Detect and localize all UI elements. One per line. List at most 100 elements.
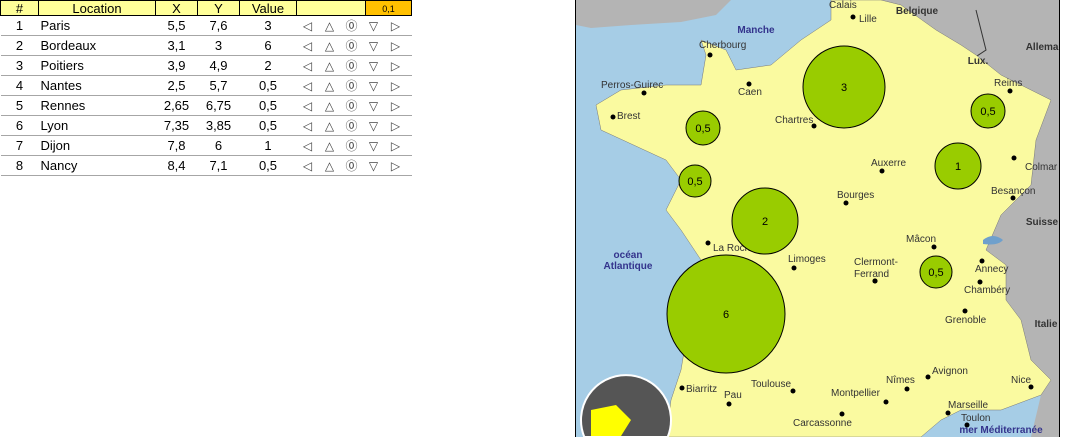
x-cell[interactable]: 7,35 [155,115,198,136]
move-left-icon[interactable]: ◁ [302,99,313,113]
move-down-icon[interactable]: ▽ [368,79,379,93]
bubble-nancy[interactable] [970,93,1006,129]
x-cell[interactable]: 2,65 [155,95,198,116]
x-cell[interactable]: 8,4 [155,155,198,176]
value-cell[interactable]: 0,5 [239,95,297,116]
move-down-icon[interactable]: ▽ [368,159,379,173]
city-label: Nîmes [886,375,915,386]
value-cell[interactable]: 0,5 [239,75,297,96]
reset-icon[interactable]: ⓪ [345,159,358,173]
location-cell[interactable]: Bordeaux [38,35,156,56]
location-cell[interactable]: Poitiers [38,55,156,76]
row-number[interactable]: 8 [0,155,39,176]
y-cell[interactable]: 7,6 [197,15,240,36]
row-number[interactable]: 2 [0,35,39,56]
bubble-poitiers[interactable] [731,187,799,255]
move-up-icon[interactable]: △ [324,159,335,173]
move-up-icon[interactable]: △ [324,139,335,153]
row-number[interactable]: 5 [0,95,39,116]
bubble-lyon[interactable] [919,255,953,289]
move-up-icon[interactable]: △ [324,39,335,53]
reset-icon[interactable]: ⓪ [345,139,358,153]
move-right-icon[interactable]: ▷ [390,99,401,113]
move-down-icon[interactable]: ▽ [368,119,379,133]
value-cell[interactable]: 6 [239,35,297,56]
x-cell[interactable]: 3,1 [155,35,198,56]
bubble-bordeaux[interactable] [666,254,786,374]
y-cell[interactable]: 3 [197,35,240,56]
move-left-icon[interactable]: ◁ [302,39,313,53]
value-cell[interactable]: 2 [239,55,297,76]
city-label: Bourges [837,190,874,201]
move-up-icon[interactable]: △ [324,19,335,33]
location-cell[interactable]: Rennes [38,95,156,116]
step-cell[interactable]: 0,1 [365,0,412,16]
move-right-icon[interactable]: ▷ [390,119,401,133]
move-left-icon[interactable]: ◁ [302,19,313,33]
location-cell[interactable]: Lyon [38,115,156,136]
y-cell[interactable]: 6 [197,135,240,156]
location-cell[interactable]: Paris [38,15,156,36]
location-cell[interactable]: Nantes [38,75,156,96]
reset-icon[interactable]: ⓪ [345,79,358,93]
city-dot [850,14,856,20]
row-number[interactable]: 7 [0,135,39,156]
move-right-icon[interactable]: ▷ [390,19,401,33]
move-right-icon[interactable]: ▷ [390,79,401,93]
bubble-dijon[interactable] [934,142,982,190]
move-left-icon[interactable]: ◁ [302,59,313,73]
value-cell[interactable]: 0,5 [239,155,297,176]
move-right-icon[interactable]: ▷ [390,159,401,173]
row-number[interactable]: 3 [0,55,39,76]
y-cell[interactable]: 6,75 [197,95,240,116]
city-dot [977,279,983,285]
location-cell[interactable]: Nancy [38,155,156,176]
reset-icon[interactable]: ⓪ [345,39,358,53]
move-up-icon[interactable]: △ [324,119,335,133]
bubble-paris[interactable] [802,45,886,129]
reset-icon[interactable]: ⓪ [345,119,358,133]
row-number[interactable]: 1 [0,15,39,36]
move-right-icon[interactable]: ▷ [390,139,401,153]
reset-icon[interactable]: ⓪ [345,59,358,73]
arrow-controls: ◁ △ ⓪ ▽ ▷ [296,95,412,116]
header-location[interactable]: Location [38,0,156,16]
value-cell[interactable]: 1 [239,135,297,156]
reset-icon[interactable]: ⓪ [345,99,358,113]
move-up-icon[interactable]: △ [324,59,335,73]
move-down-icon[interactable]: ▽ [368,39,379,53]
y-cell[interactable]: 4,9 [197,55,240,76]
move-left-icon[interactable]: ◁ [302,139,313,153]
move-left-icon[interactable]: ◁ [302,119,313,133]
move-down-icon[interactable]: ▽ [368,19,379,33]
move-right-icon[interactable]: ▷ [390,39,401,53]
move-left-icon[interactable]: ◁ [302,79,313,93]
reset-icon[interactable]: ⓪ [345,19,358,33]
move-left-icon[interactable]: ◁ [302,159,313,173]
location-cell[interactable]: Dijon [38,135,156,156]
header-number[interactable]: # [0,0,39,16]
x-cell[interactable]: 2,5 [155,75,198,96]
bubble-rennes[interactable] [685,110,721,146]
x-cell[interactable]: 5,5 [155,15,198,36]
value-cell[interactable]: 3 [239,15,297,36]
bubble-nantes[interactable] [678,164,712,198]
move-down-icon[interactable]: ▽ [368,59,379,73]
y-cell[interactable]: 5,7 [197,75,240,96]
move-down-icon[interactable]: ▽ [368,139,379,153]
row-number[interactable]: 6 [0,115,39,136]
move-up-icon[interactable]: △ [324,99,335,113]
y-cell[interactable]: 7,1 [197,155,240,176]
header-blank[interactable] [296,0,366,16]
row-number[interactable]: 4 [0,75,39,96]
value-cell[interactable]: 0,5 [239,115,297,136]
move-down-icon[interactable]: ▽ [368,99,379,113]
header-x[interactable]: X [155,0,198,16]
header-y[interactable]: Y [197,0,240,16]
header-value[interactable]: Value [239,0,297,16]
x-cell[interactable]: 7,8 [155,135,198,156]
move-up-icon[interactable]: △ [324,79,335,93]
move-right-icon[interactable]: ▷ [390,59,401,73]
y-cell[interactable]: 3,85 [197,115,240,136]
x-cell[interactable]: 3,9 [155,55,198,76]
